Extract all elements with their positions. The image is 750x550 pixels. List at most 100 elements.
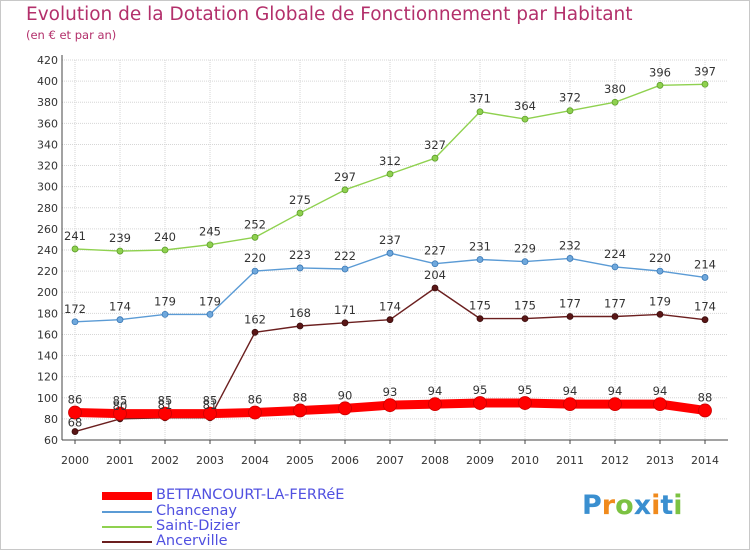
point-ancerville	[656, 310, 664, 318]
legend-label-chancenay: Chancenay	[156, 503, 237, 519]
point-bettancourt	[383, 398, 397, 413]
data-label-chancenay: 224	[604, 247, 626, 261]
logo-letter: P	[582, 490, 602, 521]
data-label-chancenay: 220	[649, 251, 671, 265]
x-tick-label: 2012	[601, 454, 629, 467]
point-chancenay	[296, 264, 304, 272]
data-label-chancenay: 220	[244, 251, 266, 265]
data-label-bettancourt: 93	[383, 385, 398, 399]
proxiti-logo: Proxiti	[582, 490, 683, 521]
point-bettancourt	[563, 397, 577, 412]
point-saint-dizier	[206, 241, 214, 249]
data-label-ancerville: 168	[289, 306, 311, 320]
y-tick-label: 120	[37, 371, 58, 384]
point-bettancourt	[158, 406, 172, 421]
data-label-chancenay: 232	[559, 238, 581, 252]
x-tick-label: 2011	[556, 454, 584, 467]
data-label-ancerville: 162	[244, 312, 266, 326]
y-tick-label: 80	[44, 413, 58, 426]
chart-subtitle: (en € et par an)	[26, 28, 117, 42]
x-tick-label: 2006	[331, 454, 359, 467]
y-tick-label: 280	[37, 202, 58, 215]
point-saint-dizier	[611, 98, 619, 106]
x-tick-label: 2005	[286, 454, 314, 467]
data-label-saint-dizier: 327	[424, 138, 446, 152]
legend-label-ancerville: Ancerville	[156, 533, 228, 549]
point-bettancourt	[698, 403, 712, 418]
point-ancerville	[701, 316, 709, 324]
x-tick-label: 2004	[241, 454, 269, 467]
point-saint-dizier	[521, 115, 529, 123]
legend-label-bettancourt: BETTANCOURT-LA-FERRéE	[156, 487, 345, 503]
point-chancenay	[656, 267, 664, 275]
data-label-chancenay: 214	[694, 257, 716, 271]
data-label-saint-dizier: 380	[604, 82, 626, 96]
data-label-bettancourt: 88	[698, 390, 713, 404]
data-label-saint-dizier: 245	[199, 225, 221, 239]
point-saint-dizier	[251, 233, 259, 241]
point-saint-dizier	[566, 107, 574, 115]
x-tick-label: 2001	[106, 454, 134, 467]
data-label-saint-dizier: 364	[514, 99, 536, 113]
data-label-ancerville: 81	[203, 398, 218, 412]
y-tick-label: 300	[37, 181, 58, 194]
point-saint-dizier	[161, 246, 169, 254]
point-saint-dizier	[71, 245, 79, 253]
data-label-ancerville: 179	[649, 294, 671, 308]
x-tick-label: 2010	[511, 454, 539, 467]
point-saint-dizier	[386, 170, 394, 178]
point-chancenay	[476, 256, 484, 263]
point-chancenay	[701, 274, 709, 281]
x-tick-label: 2013	[646, 454, 674, 467]
point-saint-dizier	[701, 80, 709, 88]
data-label-bettancourt: 88	[293, 390, 308, 404]
data-label-saint-dizier: 252	[244, 217, 266, 231]
point-saint-dizier	[116, 247, 124, 255]
point-chancenay	[386, 249, 394, 257]
point-saint-dizier	[476, 108, 484, 116]
data-label-saint-dizier: 397	[694, 64, 716, 78]
data-label-bettancourt: 94	[428, 384, 443, 398]
point-ancerville	[431, 284, 439, 292]
logo-letter: i	[673, 490, 683, 521]
y-tick-label: 360	[37, 117, 58, 130]
point-bettancourt	[203, 406, 217, 421]
point-ancerville	[71, 428, 79, 435]
legend-swatch-bettancourt	[102, 492, 152, 500]
point-bettancourt	[248, 405, 262, 420]
point-bettancourt	[653, 397, 667, 412]
y-tick-label: 420	[37, 54, 58, 67]
y-tick-label: 160	[37, 328, 58, 341]
point-ancerville	[296, 322, 304, 330]
data-label-chancenay: 223	[289, 248, 311, 262]
point-saint-dizier	[296, 209, 304, 217]
data-label-ancerville: 174	[379, 300, 401, 314]
data-label-ancerville: 175	[514, 299, 536, 313]
point-chancenay	[341, 265, 349, 273]
data-label-chancenay: 174	[109, 300, 131, 314]
data-label-chancenay: 179	[154, 294, 176, 308]
y-tick-label: 380	[37, 96, 58, 109]
data-label-chancenay: 172	[64, 302, 86, 316]
data-label-bettancourt: 95	[473, 383, 488, 397]
data-label-ancerville: 177	[559, 297, 581, 311]
point-ancerville	[386, 316, 394, 324]
y-tick-label: 340	[37, 138, 58, 151]
data-label-bettancourt: 85	[203, 394, 218, 408]
data-label-chancenay: 231	[469, 240, 491, 254]
point-saint-dizier	[431, 154, 439, 162]
point-chancenay	[566, 255, 574, 262]
data-label-saint-dizier: 371	[469, 92, 491, 106]
logo-letter: x	[633, 490, 652, 521]
y-tick-label: 180	[37, 307, 58, 320]
point-chancenay	[251, 267, 259, 275]
y-tick-label: 140	[37, 350, 58, 363]
point-bettancourt	[608, 397, 622, 412]
y-tick-label: 220	[37, 265, 58, 278]
x-tick-label: 2007	[376, 454, 404, 467]
point-bettancourt	[68, 405, 82, 420]
data-label-saint-dizier: 396	[649, 65, 671, 79]
x-tick-label: 2000	[61, 454, 89, 467]
x-tick-label: 2014	[691, 454, 719, 467]
